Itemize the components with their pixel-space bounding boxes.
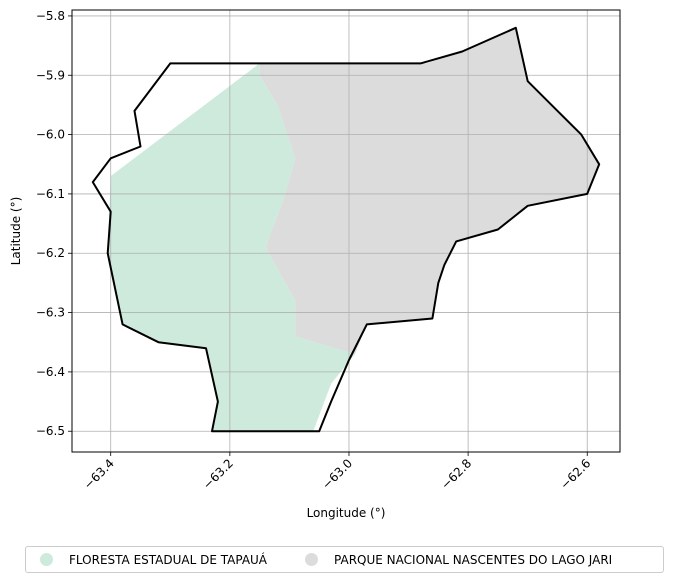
y-tick-label: −6.3 — [36, 306, 65, 320]
region-0 — [107, 63, 355, 432]
regions — [107, 27, 600, 432]
y-tick-label: −6.2 — [36, 246, 65, 260]
x-tick-label: −62.6 — [557, 456, 593, 492]
y-tick-label: −6.5 — [36, 424, 65, 438]
plot-frame — [71, 9, 621, 453]
legend-label: FLORESTA ESTADUAL DE TAPAUÁ — [69, 552, 268, 567]
legend-swatch-icon — [305, 553, 319, 566]
x-tick-label: −63.0 — [319, 456, 355, 492]
legend-item-floresta: FLORESTA ESTADUAL DE TAPAUÁ — [40, 553, 267, 567]
y-tick-label: −5.8 — [36, 9, 65, 23]
x-tick-label: −62.8 — [438, 456, 474, 492]
y-tick-label: −6.1 — [36, 187, 65, 201]
y-axis-label: Latitude (°) — [9, 197, 23, 266]
x-axis-label: Longitude (°) — [307, 506, 386, 520]
y-tick-label: −5.9 — [36, 68, 65, 82]
legend-label: PARQUE NACIONAL NASCENTES DO LAGO JARI — [334, 552, 613, 567]
outline-path — [91, 26, 601, 433]
y-tick-label: −6.0 — [36, 128, 65, 142]
legend: FLORESTA ESTADUAL DE TAPAUÁ PARQUE NACIO… — [25, 546, 664, 573]
x-tick-label: −63.2 — [200, 456, 236, 492]
region-1 — [259, 27, 600, 355]
y-tick-label: −6.4 — [36, 365, 65, 379]
legend-item-parque: PARQUE NACIONAL NASCENTES DO LAGO JARI — [305, 553, 612, 567]
gridlines — [72, 10, 620, 452]
legend-swatch-icon — [40, 553, 53, 566]
x-tick-label: −63.4 — [81, 456, 117, 492]
boundary-outline — [91, 26, 601, 433]
